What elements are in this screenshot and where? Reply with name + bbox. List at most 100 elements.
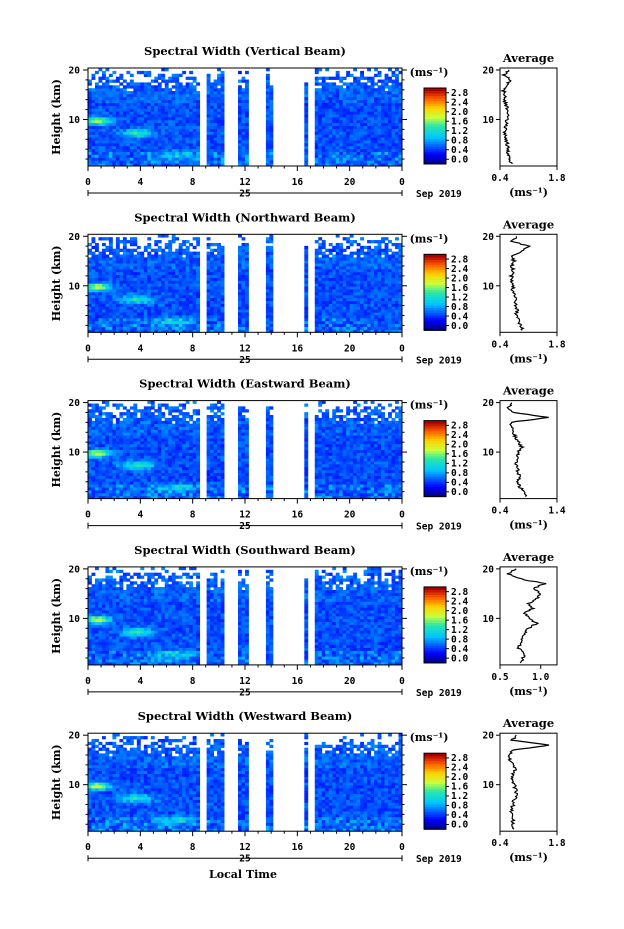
x-tick-label: 4 — [137, 343, 143, 354]
average-frame — [499, 400, 558, 500]
colorbar-unit: (ms⁻¹) — [410, 232, 449, 245]
colorbar-unit: (ms⁻¹) — [410, 66, 449, 79]
x-tick-label: 0 — [85, 510, 91, 521]
month-label: Sep 2019 — [416, 355, 462, 366]
average-y-tick-label: 20 — [483, 232, 495, 243]
x-tick-label: 0 — [399, 842, 405, 853]
x-tick-label: 8 — [190, 343, 196, 354]
average-x-tick-label: 1.8 — [548, 173, 565, 184]
x-tick-label: 8 — [190, 842, 196, 853]
panel-5: Spectral Width (Westward Beam) 10 20 0 4 8 12 1… — [50, 709, 566, 865]
colorbar-tick-label: 2.0 — [451, 107, 468, 118]
colorbar-frame — [423, 752, 447, 830]
x-tick-label: 20 — [344, 676, 356, 687]
colorbar-tick-label: 1.2 — [451, 791, 468, 802]
average-x-tick-label: 1.0 — [532, 672, 549, 683]
average-x-tick-label: 0.4 — [491, 838, 508, 849]
average-x-label: (ms⁻¹) — [509, 352, 548, 365]
heatmap-field — [88, 68, 403, 167]
average-x-tick-label: 0.4 — [491, 506, 508, 517]
colorbar-tick-label: 2.4 — [451, 264, 468, 275]
average-profile: Average 10 20 0.4 1.8(ms⁻¹) — [483, 716, 566, 864]
average-x-tick-label: 0.5 — [491, 672, 508, 683]
date-label: 25 — [239, 521, 251, 532]
x-tick-label: 0 — [399, 177, 405, 188]
average-y-tick-label: 20 — [483, 731, 495, 742]
colorbar-tick-label: 0.8 — [451, 135, 468, 146]
y-tick-label: 20 — [69, 232, 81, 243]
colorbar-tick-label: 2.8 — [451, 254, 468, 265]
colorbar-tick-label: 2.0 — [451, 606, 468, 617]
colorbar-tick-label: 2.8 — [451, 421, 468, 432]
x-tick-label: 16 — [292, 510, 304, 521]
colorbar-tick-label: 0.4 — [451, 311, 468, 322]
heatmap-field — [88, 400, 403, 499]
colorbar-frame — [423, 420, 447, 498]
month-label: Sep 2019 — [416, 688, 462, 699]
panel-title: Spectral Width (Northward Beam) — [134, 210, 356, 224]
y-axis-label: Height (km) — [50, 578, 63, 654]
colorbar-tick-label: 0.0 — [451, 820, 468, 831]
average-frame — [499, 566, 558, 666]
average-x-label: (ms⁻¹) — [509, 519, 548, 532]
colorbar: 0.00.40.81.21.62.02.42.8 — [423, 420, 468, 498]
average-x-label: (ms⁻¹) — [509, 685, 548, 698]
colorbar-tick-label: 2.4 — [451, 763, 468, 774]
panel-title: Spectral Width (Southward Beam) — [134, 543, 356, 557]
average-y-tick-label: 20 — [483, 398, 495, 409]
average-x-tick-label: 0.4 — [491, 339, 508, 350]
average-y-tick-label: 10 — [483, 115, 495, 126]
colorbar-tick-label: 0.4 — [451, 478, 468, 489]
y-tick-label: 10 — [69, 780, 81, 791]
x-axis-label: Local Time — [209, 868, 277, 881]
average-line — [506, 568, 547, 664]
heatmap-field — [88, 566, 403, 666]
colorbar-tick-label: 1.6 — [451, 615, 468, 626]
average-title: Average — [502, 716, 554, 730]
x-tick-label: 8 — [190, 177, 196, 188]
colorbar-tick-label: 0.4 — [451, 810, 468, 821]
average-title: Average — [502, 550, 554, 564]
colorbar-tick-label: 0.4 — [451, 145, 468, 156]
average-title: Average — [502, 217, 554, 231]
colorbar-unit: (ms⁻¹) — [410, 731, 449, 744]
y-axis-label: Height (km) — [50, 412, 63, 488]
average-y-tick-label: 20 — [483, 65, 495, 76]
colorbar-tick-label: 1.2 — [451, 126, 468, 137]
x-tick-label: 0 — [85, 177, 91, 188]
date-label: 25 — [239, 854, 251, 865]
panel-title: Spectral Width (Vertical Beam) — [144, 44, 346, 58]
colorbar-tick-label: 2.0 — [451, 772, 468, 783]
colorbar-frame — [423, 87, 447, 165]
average-line — [508, 236, 532, 331]
colorbar-tick-label: 0.8 — [451, 634, 468, 645]
y-tick-label: 20 — [69, 564, 81, 575]
colorbar-unit: (ms⁻¹) — [410, 565, 449, 578]
average-profile: Average 10 20 0.4 1.8(ms⁻¹) — [483, 51, 566, 199]
average-profile: Average 10 20 0.4 1.8(ms⁻¹) — [483, 217, 566, 365]
colorbar-tick-label: 0.0 — [451, 653, 468, 664]
average-line — [500, 69, 513, 164]
x-tick-label: 0 — [85, 343, 91, 354]
average-frame — [499, 67, 558, 167]
average-y-tick-label: 10 — [483, 281, 495, 292]
x-tick-label: 0 — [85, 676, 91, 687]
month-label: Sep 2019 — [416, 522, 462, 533]
average-x-tick-label: 1.4 — [548, 506, 565, 517]
colorbar-tick-label: 1.2 — [451, 625, 468, 636]
x-tick-label: 12 — [239, 510, 250, 521]
colorbar-tick-label: 0.8 — [451, 801, 468, 812]
y-tick-label: 10 — [69, 115, 81, 126]
colorbar-tick-label: 2.8 — [451, 587, 468, 598]
panel-2: Spectral Width (Northward Beam) 10 20 0 4 8 12… — [50, 210, 566, 366]
panel-title: Spectral Width (Westward Beam) — [138, 709, 353, 723]
x-tick-label: 0 — [399, 343, 405, 354]
date-label: 25 — [239, 355, 251, 366]
colorbar-tick-label: 1.6 — [451, 283, 468, 294]
x-tick-label: 4 — [137, 510, 143, 521]
y-tick-label: 10 — [69, 281, 81, 292]
x-tick-label: 12 — [239, 343, 250, 354]
average-profile: Average 10 20 0.5 1.0 (ms⁻¹) — [483, 550, 558, 698]
colorbar-unit: (ms⁻¹) — [410, 399, 449, 412]
x-tick-label: 8 — [190, 510, 196, 521]
